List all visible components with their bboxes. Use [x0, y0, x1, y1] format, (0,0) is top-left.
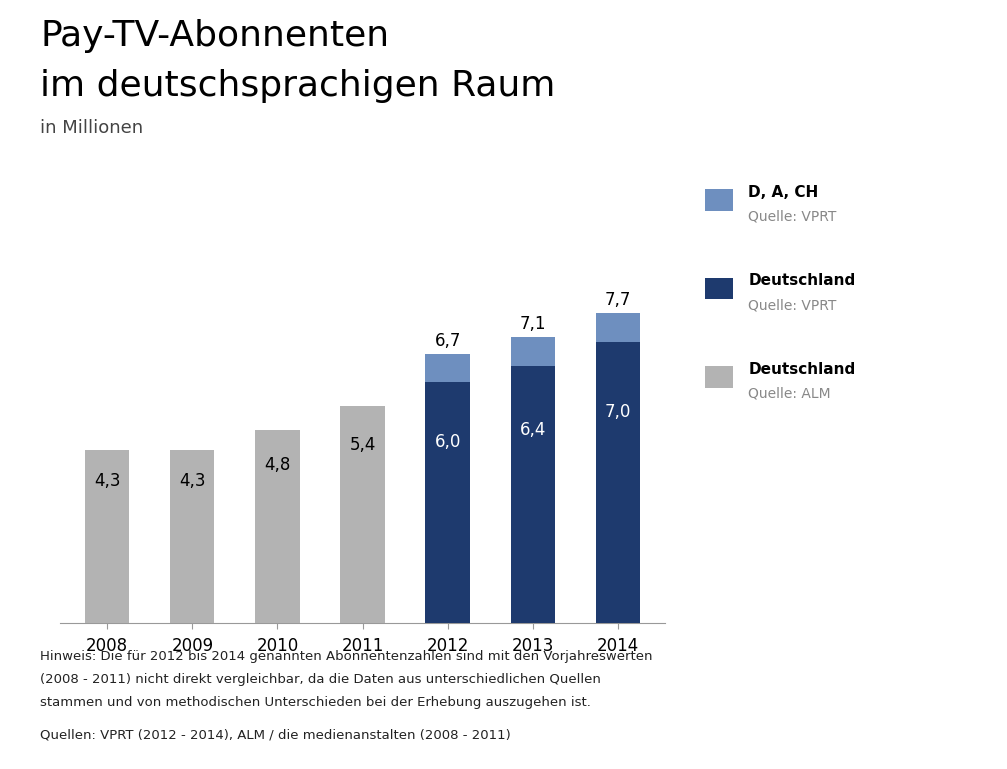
- Bar: [596, 341, 639, 623]
- Text: 7,1: 7,1: [520, 315, 546, 334]
- Text: in Millionen: in Millionen: [40, 119, 143, 137]
- Text: im deutschsprachigen Raum: im deutschsprachigen Raum: [40, 69, 556, 103]
- Text: 6,7: 6,7: [434, 331, 461, 350]
- Bar: [256, 430, 299, 623]
- Text: Pay-TV-Abonnenten: Pay-TV-Abonnenten: [40, 19, 390, 53]
- Bar: [340, 406, 385, 623]
- Bar: [426, 354, 469, 381]
- Text: Quelle: VPRT: Quelle: VPRT: [748, 298, 837, 312]
- Text: stammen und von methodischen Unterschieden bei der Erhebung auszugehen ist.: stammen und von methodischen Unterschied…: [40, 696, 591, 709]
- Text: 6,0: 6,0: [434, 433, 461, 451]
- Bar: [511, 338, 555, 365]
- Text: D, A, CH: D, A, CH: [748, 185, 819, 200]
- Text: (2008 - 2011) nicht direkt vergleichbar, da die Daten aus unterschiedlichen Quel: (2008 - 2011) nicht direkt vergleichbar,…: [40, 673, 601, 686]
- Text: 7,7: 7,7: [604, 291, 631, 309]
- Bar: [86, 450, 129, 623]
- Text: Hinweis: Die für 2012 bis 2014 genannten Abonnentenzahlen sind mit den Vorjahres: Hinweis: Die für 2012 bis 2014 genannten…: [40, 650, 653, 663]
- Text: Quellen: VPRT (2012 - 2014), ALM / die medienanstalten (2008 - 2011): Quellen: VPRT (2012 - 2014), ALM / die m…: [40, 728, 511, 741]
- Bar: [596, 314, 639, 341]
- Bar: [511, 365, 555, 623]
- Text: 4,8: 4,8: [264, 456, 291, 474]
- Text: 6,4: 6,4: [520, 421, 546, 439]
- Text: Deutschland: Deutschland: [748, 361, 856, 377]
- Text: 5,4: 5,4: [349, 436, 376, 454]
- Bar: [426, 381, 469, 623]
- Text: Quelle: VPRT: Quelle: VPRT: [748, 210, 837, 224]
- Text: 4,3: 4,3: [94, 472, 121, 490]
- Text: 7,0: 7,0: [604, 403, 631, 421]
- Bar: [170, 450, 214, 623]
- Text: 4,3: 4,3: [179, 472, 205, 490]
- Text: Quelle: ALM: Quelle: ALM: [748, 387, 831, 401]
- Text: Deutschland: Deutschland: [748, 273, 856, 288]
